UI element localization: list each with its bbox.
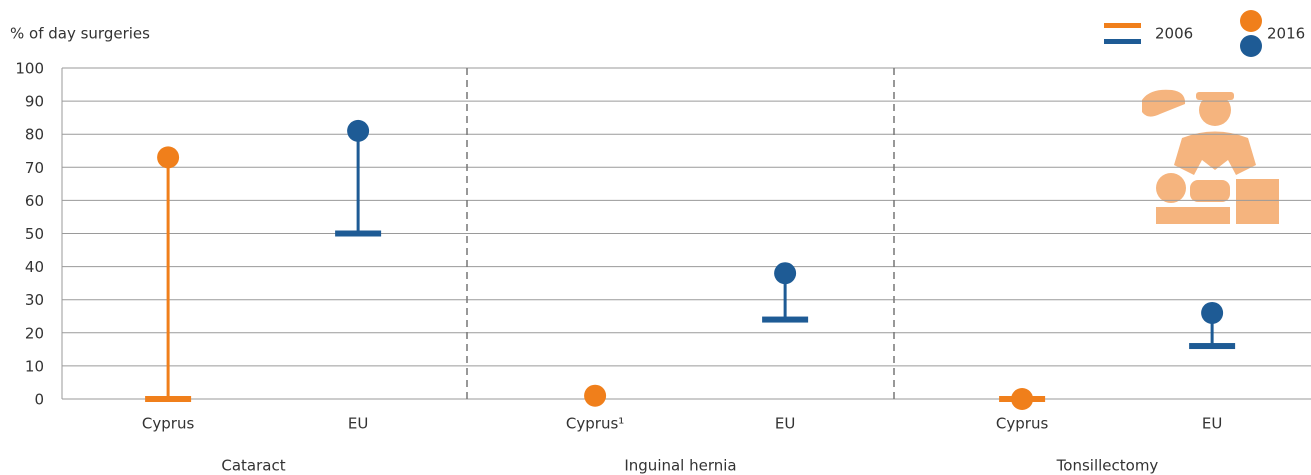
legend-label: 2006 [1155,25,1193,43]
marker-2006 [762,316,809,323]
x-tick-label: EU [1202,415,1222,433]
marker-2016 [774,262,797,285]
legend-label: 2016 [1267,25,1305,43]
marker-2016 [1011,388,1034,410]
marker-2016 [347,119,370,142]
x-tick-label: Cyprus [996,415,1049,433]
marker-2006 [145,396,192,402]
y-tick-label: 30 [25,291,44,309]
group-label: Cataract [221,457,285,475]
legend-swatch [1104,23,1141,28]
group-label: Tonsillectomy [1056,457,1159,475]
marker-2016 [1201,301,1224,324]
y-tick-label: 10 [25,357,44,375]
marker-2006 [335,230,382,237]
marker-2016 [584,384,607,407]
y-tick-label: 60 [25,192,44,210]
y-axis-label: % of day surgeries [10,25,150,43]
x-tick-label: Cyprus [142,415,195,433]
y-tick-label: 0 [34,391,44,409]
x-tick-label: EU [775,415,795,433]
x-tick-label: EU [348,415,368,433]
legend-swatch [1240,10,1262,32]
y-tick-label: 20 [25,324,44,342]
marker-2016 [157,146,180,169]
surgeon-icon [1142,89,1279,224]
legend-swatch [1104,39,1141,44]
y-tick-label: 80 [25,126,44,144]
x-tick-label: Cyprus¹ [566,415,624,433]
group-label: Inguinal hernia [624,457,736,475]
legend-swatch [1240,35,1262,57]
y-tick-label: 40 [25,258,44,276]
y-tick-label: 50 [25,225,44,243]
y-tick-label: 90 [25,93,44,111]
y-tick-label: 100 [15,60,44,78]
marker-2006 [1189,343,1236,350]
y-tick-label: 70 [25,159,44,177]
